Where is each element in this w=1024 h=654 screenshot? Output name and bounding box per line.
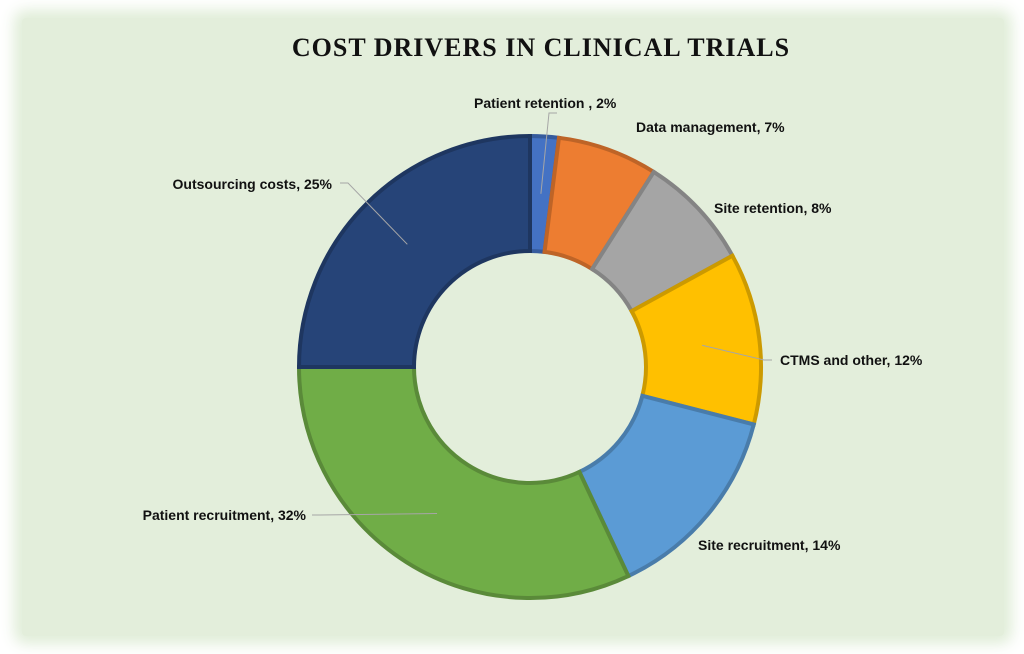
data-label: Patient recruitment, 32% bbox=[143, 507, 307, 523]
slice-patient-recruitment bbox=[296, 365, 632, 600]
leader-line bbox=[540, 112, 557, 194]
data-label: Patient retention , 2% bbox=[474, 95, 617, 111]
chart-title: COST DRIVERS IN CLINICAL TRIALS bbox=[292, 33, 790, 62]
data-label: Data management, 7% bbox=[636, 119, 785, 135]
leader-line bbox=[340, 182, 408, 245]
leader-lines bbox=[312, 112, 772, 516]
data-label: Outsourcing costs, 25% bbox=[173, 176, 333, 192]
data-label: CTMS and other, 12% bbox=[780, 352, 923, 368]
data-label: Site recruitment, 14% bbox=[698, 537, 841, 553]
slice-site-recruitment bbox=[576, 393, 757, 579]
leader-line bbox=[702, 344, 772, 361]
data-labels: Patient retention , 2% Data management, 7… bbox=[143, 95, 923, 553]
donut-slices bbox=[296, 133, 763, 600]
leader-line bbox=[312, 512, 438, 516]
data-label: Site retention, 8% bbox=[714, 200, 832, 216]
slice-outsourcing-costs bbox=[296, 133, 532, 369]
